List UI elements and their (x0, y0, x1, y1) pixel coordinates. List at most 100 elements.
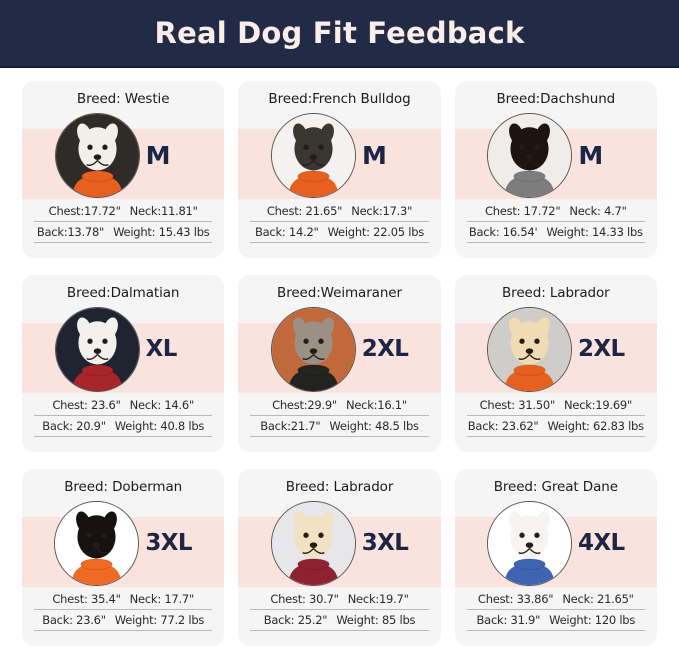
spec-line-2: Back: 16.54' Weight: 14.33 lbs (466, 222, 645, 243)
breed-label: Breed: Westie (76, 91, 170, 107)
dog-fit-card: Breed:French Bulldog M Chest: 21.65" Neck:1… (238, 81, 441, 258)
back-value: Back: 23.62" (467, 419, 539, 433)
neck-value: Neck: 21.65" (562, 592, 634, 606)
neck-value: Neck:19.7" (347, 592, 409, 606)
weight-value: Weight: 48.5 lbs (329, 419, 419, 433)
dog-fit-card: Breed: Doberman 3XL Chest: 35.4" Neck: 17.7… (22, 469, 225, 646)
size-badge: 2XL (578, 335, 625, 362)
page-title: Real Dog Fit Feedback (154, 16, 525, 50)
chest-value: Chest:17.72" (48, 204, 121, 218)
size-badge: XL (145, 335, 178, 362)
breed-label: Breed:Weimaraner (277, 285, 402, 301)
dog-fit-card: Breed:Dalmatian XL Chest: 23.6" Neck: 14.6"… (22, 275, 225, 452)
weight-value: Weight: 40.8 lbs (114, 419, 205, 433)
breed-label: Breed: Labrador (285, 479, 394, 495)
back-value: Back: 31.9" (476, 613, 541, 627)
spec-line-2: Back:21.7" Weight: 48.5 lbs (250, 416, 429, 437)
photo-size-row: 3XL (238, 499, 440, 587)
photo-size-row: 3XL (22, 499, 224, 587)
size-badge: M (361, 140, 387, 170)
spec-line-1: Chest: 17.72" Neck: 4.7" (466, 201, 645, 222)
size-badge: 4XL (578, 529, 625, 556)
back-value: Back:21.7" (260, 419, 321, 433)
dog-fit-card: Breed: Labrador 2XL Chest: 31.50" Neck:19.6… (454, 275, 657, 452)
chest-value: Chest: 31.50" (479, 398, 556, 412)
breed-label: Breed:Dachshund (496, 91, 616, 107)
breed-label: Breed: Doberman (64, 479, 183, 495)
spec-line-1: Chest: 33.86" Neck: 21.65" (466, 589, 645, 610)
dog-fit-card: Breed:Weimaraner 2XL Chest:29.9" Neck:16.1"… (238, 275, 441, 452)
chest-value: Chest: 17.72" (484, 204, 561, 218)
back-value: Back: 16.54' (468, 225, 538, 239)
back-value: Back: 20.9" (42, 419, 106, 433)
size-badge: M (145, 140, 171, 170)
back-value: Back: 23.6" (42, 613, 106, 627)
spec-line-2: Back: 31.9" Weight: 120 lbs (466, 610, 645, 631)
weimaraner-photo (270, 306, 356, 392)
breed-label: Breed: Great Dane (493, 479, 618, 495)
spec-line-2: Back: 14.2" Weight: 22.05 lbs (250, 222, 429, 243)
size-badge: M (578, 140, 603, 170)
measurements: Chest: 33.86" Neck: 21.65" Back: 31.9" Weig… (455, 589, 657, 631)
dog-fit-card: Breed: Labrador 3XL Chest: 30.7" Neck:19.7"… (238, 469, 441, 646)
chest-value: Chest: 33.86" (477, 592, 554, 606)
spec-line-1: Chest:29.9" Neck:16.1" (250, 395, 429, 416)
neck-value: Neck: 14.6" (129, 398, 195, 412)
westie-photo (54, 112, 140, 198)
dachshund-photo (487, 112, 573, 198)
dog-fit-card-grid: Breed: Westie M Chest:17.72" Neck:11.81" Bac… (0, 68, 679, 658)
spec-line-2: Back: 25.2" Weight: 85 lbs (250, 610, 429, 631)
measurements: Chest:29.9" Neck:16.1" Back:21.7" Weight: 4… (238, 395, 440, 437)
chest-value: Chest: 30.7" (270, 592, 339, 606)
dog-fit-card: Breed:Dachshund M Chest: 17.72" Neck: 4.7" B… (454, 81, 657, 258)
photo-size-row: M (22, 111, 224, 199)
spec-line-1: Chest: 23.6" Neck: 14.6" (34, 395, 213, 416)
labrador-photo (487, 306, 573, 392)
weight-value: Weight: 120 lbs (549, 613, 636, 627)
breed-label: Breed: Labrador (502, 285, 610, 301)
weight-value: Weight: 77.2 lbs (114, 613, 205, 627)
dog-fit-card: Breed: Westie M Chest:17.72" Neck:11.81" Bac… (22, 81, 225, 258)
weight-value: Weight: 22.05 lbs (327, 225, 425, 239)
spec-line-2: Back: 20.9" Weight: 40.8 lbs (34, 416, 213, 437)
weight-value: Weight: 85 lbs (336, 613, 416, 627)
spec-line-1: Chest: 35.4" Neck: 17.7" (34, 589, 213, 610)
neck-value: Neck:11.81" (129, 204, 198, 218)
breed-label: Breed:Dalmatian (66, 285, 180, 301)
french-bulldog-photo (270, 112, 356, 198)
chest-value: Chest: 23.6" (52, 398, 121, 412)
neck-value: Neck:16.1" (345, 398, 407, 412)
chest-value: Chest:29.9" (272, 398, 337, 412)
spec-line-1: Chest: 31.50" Neck:19.69" (466, 395, 645, 416)
back-value: Back: 25.2" (263, 613, 328, 627)
doberman-photo (54, 500, 140, 586)
neck-value: Neck: 17.7" (129, 592, 195, 606)
measurements: Chest: 30.7" Neck:19.7" Back: 25.2" Weight:… (238, 589, 440, 631)
spec-line-2: Back: 23.6" Weight: 77.2 lbs (34, 610, 213, 631)
photo-size-row: XL (22, 305, 224, 393)
spec-line-1: Chest:17.72" Neck:11.81" (34, 201, 213, 222)
back-value: Back:13.78" (36, 225, 105, 239)
neck-value: Neck:17.3" (351, 204, 413, 218)
spec-line-2: Back: 23.62" Weight: 62.83 lbs (466, 416, 645, 437)
size-badge: 3XL (145, 529, 192, 556)
size-badge: 2XL (361, 335, 409, 362)
weight-value: Weight: 62.83 lbs (547, 419, 644, 433)
spec-line-2: Back:13.78" Weight: 15.43 lbs (34, 222, 213, 243)
photo-size-row: M (238, 111, 440, 199)
measurements: Chest: 35.4" Neck: 17.7" Back: 23.6" Weight… (22, 589, 224, 631)
spec-line-1: Chest: 21.65" Neck:17.3" (250, 201, 429, 222)
measurements: Chest: 17.72" Neck: 4.7" Back: 16.54' Weigh… (455, 201, 657, 243)
neck-value: Neck:19.69" (564, 398, 633, 412)
size-badge: 3XL (361, 529, 409, 556)
measurements: Chest: 21.65" Neck:17.3" Back: 14.2" Weight… (238, 201, 440, 243)
photo-size-row: M (455, 111, 657, 199)
page-header: Real Dog Fit Feedback (0, 0, 679, 68)
measurements: Chest: 31.50" Neck:19.69" Back: 23.62" Weig… (455, 395, 657, 437)
labrador-photo-2 (270, 500, 356, 586)
measurements: Chest: 23.6" Neck: 14.6" Back: 20.9" Weight… (22, 395, 224, 437)
neck-value: Neck: 4.7" (569, 204, 627, 218)
photo-size-row: 4XL (455, 499, 657, 587)
photo-size-row: 2XL (238, 305, 440, 393)
dog-fit-card: Breed: Great Dane 4XL Chest: 33.86" Neck: 2… (454, 469, 657, 646)
